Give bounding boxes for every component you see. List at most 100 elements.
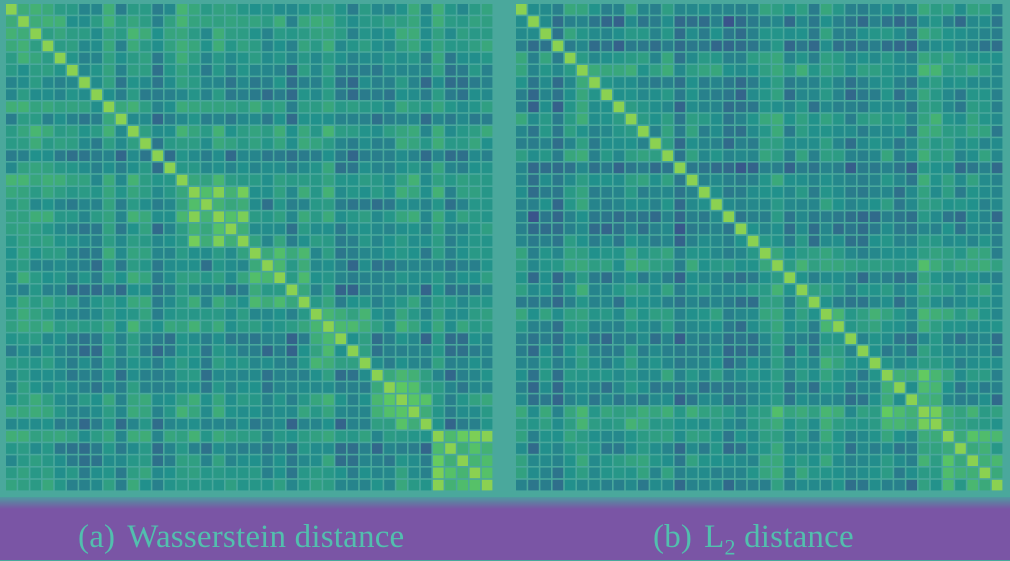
heatmap-cell — [79, 223, 90, 235]
heatmap-cell — [845, 296, 856, 308]
heatmap-cell — [469, 235, 481, 247]
heatmap-cell — [408, 357, 420, 369]
heatmap-cell — [686, 357, 698, 369]
heatmap-cell — [601, 138, 612, 149]
heatmap-cell — [335, 479, 346, 491]
heatmap-cell — [347, 211, 359, 222]
heatmap-cell — [735, 321, 747, 332]
heatmap-cell — [433, 113, 444, 125]
heatmap-cell — [869, 406, 881, 418]
heatmap-cell — [420, 467, 432, 479]
heatmap-cell — [384, 126, 395, 137]
heatmap-cell — [445, 89, 456, 100]
heatmap-cell — [420, 174, 432, 186]
heatmap-cell — [821, 309, 832, 320]
heatmap-cell — [686, 260, 698, 271]
heatmap-cell — [528, 309, 539, 320]
heatmap-cell — [772, 16, 783, 27]
heatmap-cell — [772, 113, 783, 125]
heatmap-cell — [723, 333, 734, 344]
heatmap-cell — [445, 138, 456, 149]
heatmap-cell — [445, 467, 456, 479]
heatmap-cell — [772, 187, 783, 198]
heatmap-cell — [821, 40, 832, 52]
heatmap-cell — [784, 248, 795, 259]
heatmap-cell — [481, 211, 493, 222]
heatmap-cell — [164, 40, 176, 52]
heatmap-cell — [262, 162, 273, 174]
heatmap-cell — [433, 77, 444, 88]
heatmap-cell — [408, 16, 420, 27]
heatmap-cell — [67, 345, 78, 357]
heatmap-cell — [906, 28, 917, 39]
heatmap-cell — [237, 65, 249, 76]
heatmap-cell — [42, 16, 54, 27]
heatmap-cell — [189, 40, 200, 52]
heatmap-cell — [298, 479, 310, 491]
heatmap-cell — [821, 345, 832, 357]
heatmap-cell — [298, 113, 310, 125]
heatmap-cell — [347, 357, 359, 369]
heatmap-cell — [540, 52, 551, 64]
heatmap-cell — [821, 28, 832, 39]
heatmap-cell — [433, 260, 444, 271]
heatmap-cell — [6, 138, 17, 149]
heatmap-cell — [396, 345, 407, 357]
heatmap-cell — [552, 272, 564, 283]
heatmap-cell — [372, 174, 383, 186]
heatmap-cell — [674, 309, 686, 320]
heatmap-cell — [18, 65, 29, 76]
heatmap-cell — [760, 211, 771, 222]
heatmap-cell — [577, 418, 588, 430]
heatmap-cell — [577, 479, 588, 491]
heatmap-cell — [359, 260, 371, 271]
heatmap-cell — [213, 418, 224, 430]
heatmap-cell — [6, 309, 17, 320]
heatmap-cell — [433, 431, 444, 442]
heatmap-cell — [274, 345, 285, 357]
heatmap-cell — [845, 479, 856, 491]
heatmap-cell — [347, 138, 359, 149]
heatmap-cell — [943, 126, 954, 137]
heatmap-cell — [735, 382, 747, 393]
heatmap-cell — [589, 272, 600, 283]
heatmap-cell — [638, 357, 649, 369]
heatmap-cell — [516, 16, 527, 27]
heatmap-cell — [638, 65, 649, 76]
heatmap-cell — [323, 187, 334, 198]
heatmap-cell — [735, 309, 747, 320]
heatmap-cell — [115, 431, 127, 442]
heatmap-cell — [552, 418, 564, 430]
heatmap-cell — [103, 357, 115, 369]
heatmap-cell — [408, 113, 420, 125]
heatmap-cell — [821, 296, 832, 308]
heatmap-cell — [189, 418, 200, 430]
heatmap-cell — [882, 77, 893, 88]
heatmap-cell — [613, 89, 625, 100]
heatmap-cell — [176, 174, 188, 186]
heatmap-cell — [189, 382, 200, 393]
heatmap-cell — [845, 443, 856, 454]
heatmap-cell — [433, 321, 444, 332]
heatmap-cell — [237, 126, 249, 137]
heatmap-cell — [103, 4, 115, 15]
heatmap-cell — [18, 52, 29, 64]
heatmap-cell — [955, 162, 966, 174]
heatmap-cell — [528, 370, 539, 381]
heatmap-cell — [540, 296, 551, 308]
heatmap-cell — [311, 52, 322, 64]
heatmap-cell — [723, 321, 734, 332]
heatmap-cell — [808, 52, 820, 64]
heatmap-cell — [930, 272, 942, 283]
heatmap-cell — [528, 187, 539, 198]
heatmap-cell — [589, 28, 600, 39]
heatmap-cell — [857, 162, 869, 174]
heatmap-cell — [638, 272, 649, 283]
heatmap-cell — [955, 443, 966, 454]
heatmap-cell — [747, 284, 759, 296]
heatmap-cell — [906, 309, 917, 320]
heatmap-cell — [359, 248, 371, 259]
heatmap-cell — [67, 357, 78, 369]
heatmap-cell — [540, 40, 551, 52]
heatmap-cell — [552, 211, 564, 222]
